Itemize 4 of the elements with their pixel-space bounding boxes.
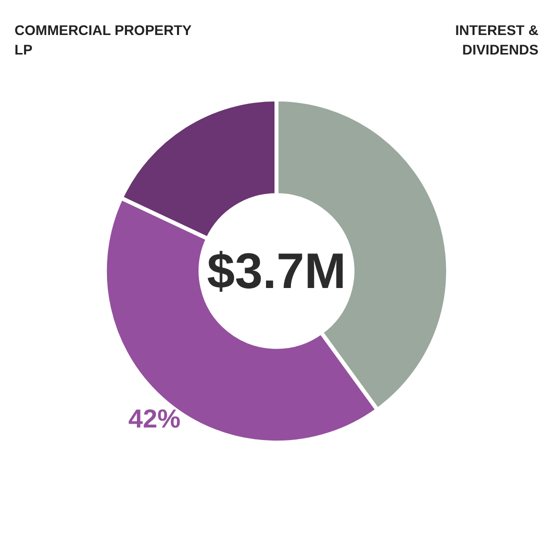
text: $3.7M xyxy=(207,243,346,299)
slice-label: COMMERCIAL PROPERTY LP xyxy=(14,22,192,58)
data-label: 42% xyxy=(128,404,180,434)
slice-label: INTEREST & DIVIDENDS xyxy=(455,22,538,58)
